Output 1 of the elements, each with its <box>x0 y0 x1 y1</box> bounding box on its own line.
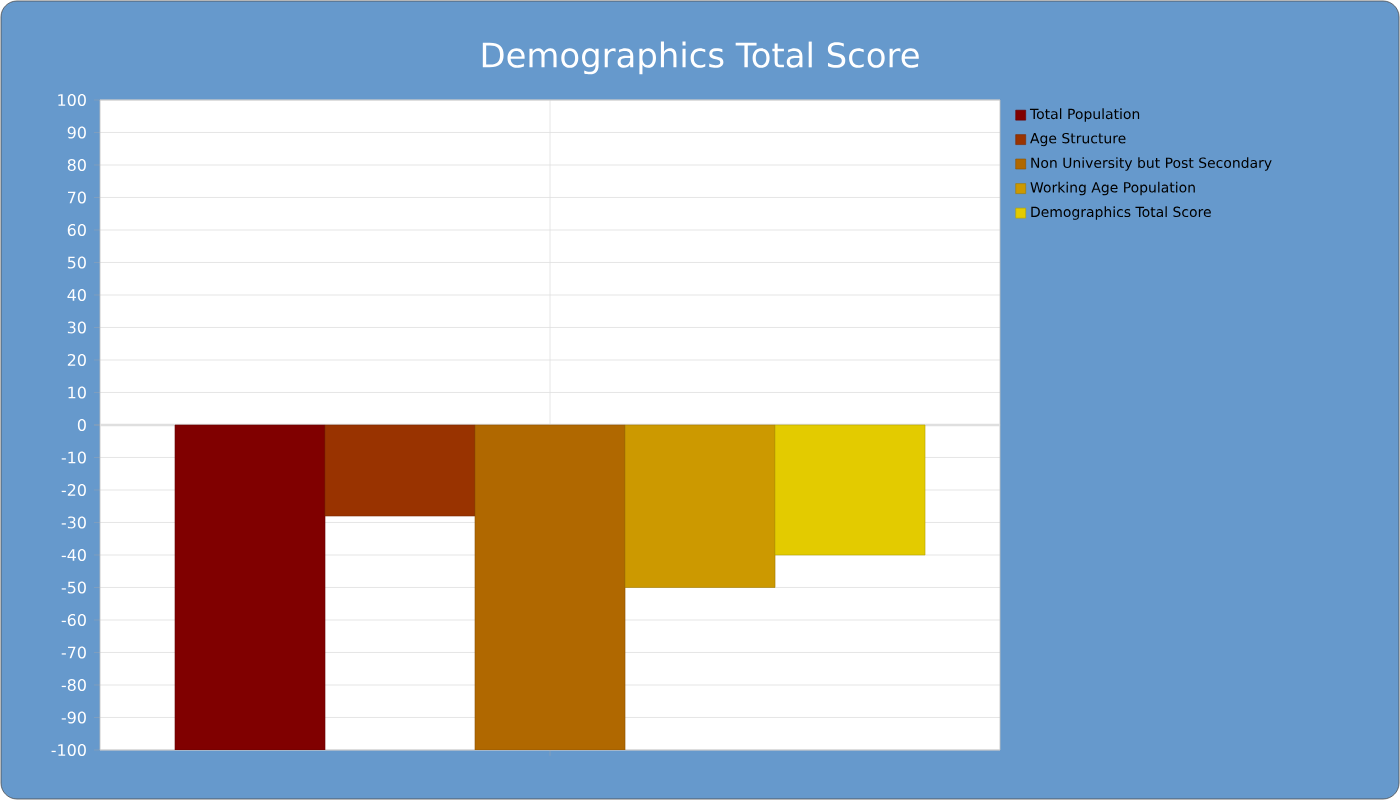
chart-title: Demographics Total Score <box>482 41 919 75</box>
